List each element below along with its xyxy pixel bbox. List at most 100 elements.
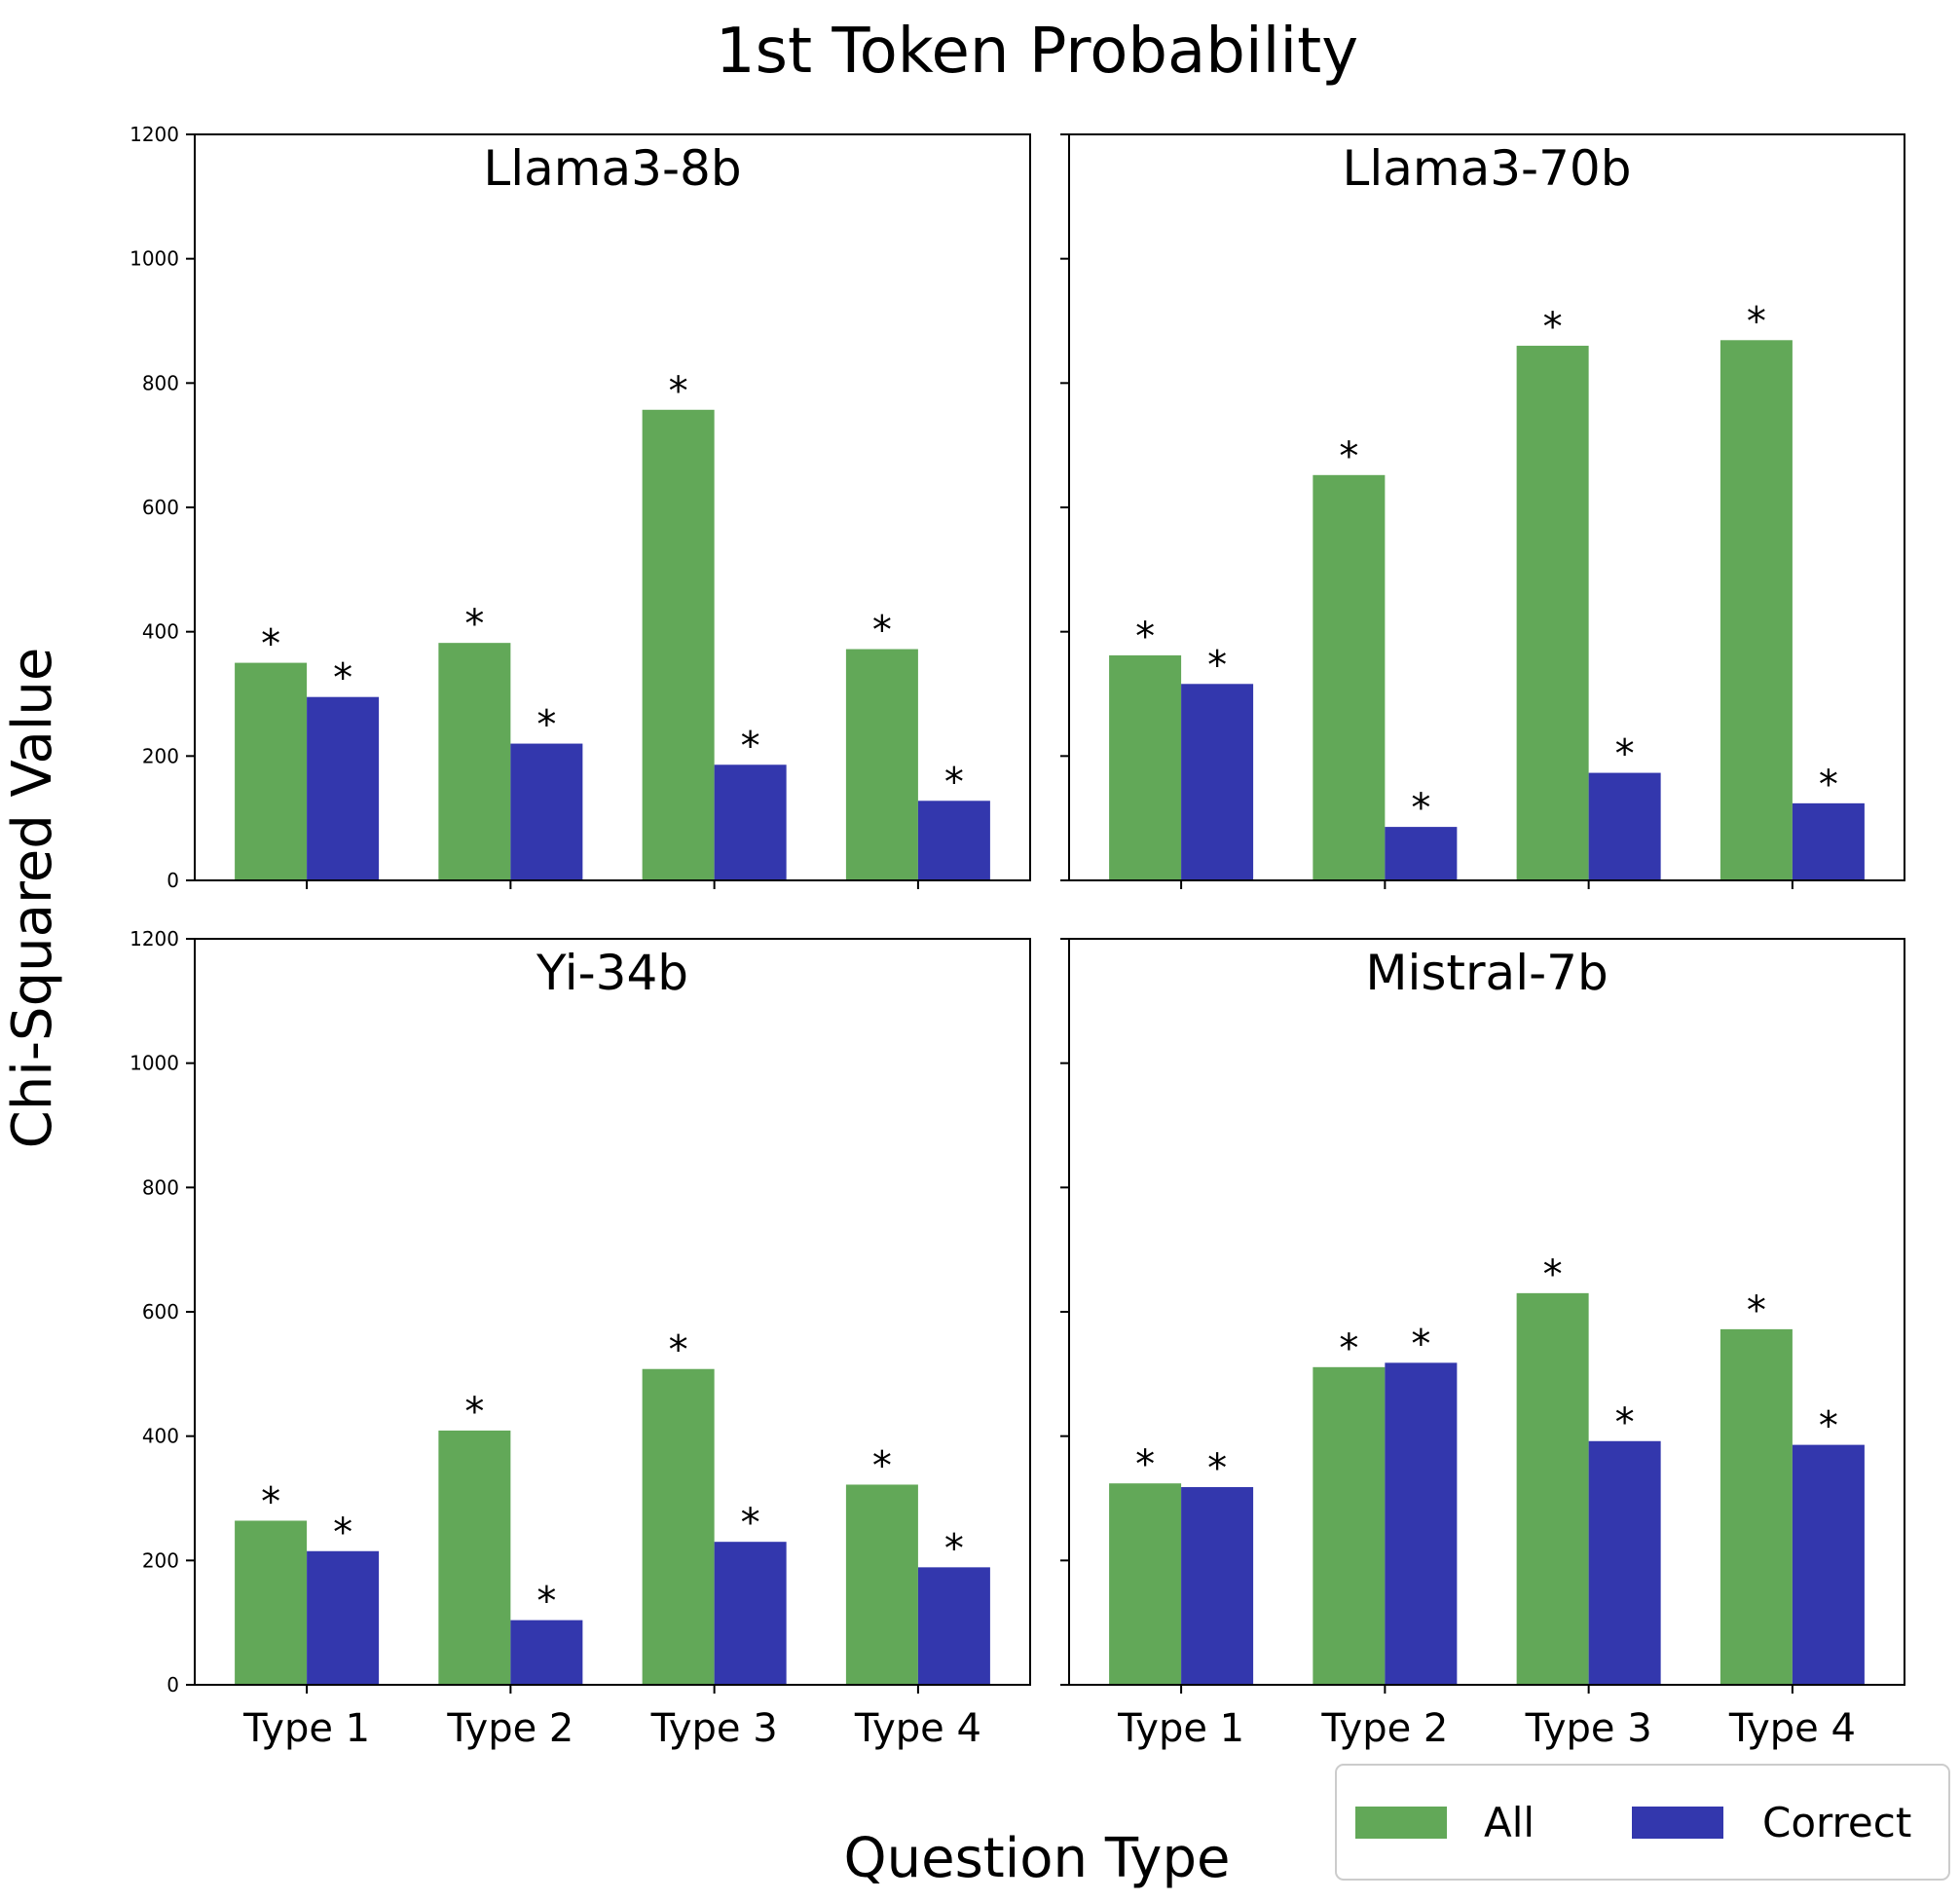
significance-marker: * (1339, 1326, 1358, 1371)
significance-marker: * (1339, 434, 1358, 479)
significance-marker: * (669, 1328, 688, 1373)
subplot-frame (1068, 938, 1905, 1686)
bar-all-type-1 (235, 662, 308, 880)
significance-marker: * (1207, 643, 1227, 688)
subplot-frame (1068, 133, 1905, 881)
bar-correct-type-4 (917, 801, 990, 880)
subplot-1: * * * * * * * * Llama3-70b (1060, 133, 1905, 889)
significance-marker: * (536, 1580, 556, 1624)
subplot-title: Llama3-8b (483, 140, 741, 197)
x-tick-label: Type 1 (242, 1706, 370, 1751)
x-tick-label: Type 1 (1117, 1706, 1244, 1751)
bar-correct-type-4 (1792, 802, 1865, 880)
x-tick-label: Type 2 (446, 1706, 573, 1751)
y-axis-title: Chi-Squared Value (1, 648, 64, 1149)
significance-marker: * (944, 760, 964, 804)
bar-correct-type-2 (510, 1620, 583, 1685)
significance-marker: * (1747, 299, 1766, 344)
significance-marker: * (1819, 763, 1838, 807)
x-tick-label: Type 2 (1320, 1706, 1448, 1751)
significance-marker: * (669, 369, 688, 414)
x-axis-title: Question Type (844, 1827, 1231, 1890)
x-tick-label: Type 4 (1728, 1706, 1856, 1751)
significance-marker: * (1135, 615, 1155, 659)
y-tick-label: 0 (166, 1673, 179, 1696)
subplot-title: Llama3-70b (1343, 140, 1632, 197)
x-tick-label: Type 3 (1525, 1706, 1652, 1751)
significance-marker: * (261, 622, 280, 667)
bar-all-type-3 (642, 409, 715, 880)
bar-all-type-4 (1720, 340, 1793, 880)
y-tick-label: 1200 (129, 927, 179, 950)
y-tick-label: 0 (166, 869, 179, 892)
significance-marker: * (741, 1501, 760, 1546)
bar-correct-type-2 (1385, 827, 1458, 880)
bar-correct-type-2 (510, 743, 583, 880)
significance-marker: * (1411, 786, 1430, 831)
significance-marker: * (1543, 305, 1563, 350)
bar-all-type-3 (1516, 346, 1589, 880)
significance-marker: * (872, 609, 892, 653)
significance-marker: * (464, 1390, 484, 1435)
y-tick-label: 1000 (129, 247, 179, 271)
bar-correct-type-3 (714, 1542, 787, 1685)
significance-marker: * (536, 703, 556, 748)
bar-all-type-2 (438, 643, 511, 880)
subplot-frame (194, 133, 1031, 881)
bar-all-type-4 (845, 1484, 918, 1685)
significance-marker: * (464, 602, 484, 647)
bar-all-type-2 (438, 1430, 511, 1685)
significance-marker: * (261, 1479, 280, 1524)
bar-correct-type-3 (714, 764, 787, 880)
legend-swatch-correct (1632, 1807, 1723, 1839)
bar-all-type-1 (235, 1520, 308, 1685)
bar-all-type-1 (1109, 654, 1182, 880)
significance-marker: * (1747, 1288, 1766, 1333)
bar-correct-type-3 (1588, 1440, 1661, 1685)
significance-marker: * (1411, 1322, 1430, 1366)
bar-correct-type-1 (1181, 684, 1254, 880)
significance-marker: * (1819, 1404, 1838, 1449)
bar-all-type-4 (1720, 1328, 1793, 1685)
significance-marker: * (1615, 732, 1635, 777)
subplot-3: * * Type 1 * * Type 2 * * Type 3 * * Type 4 Mistral-… (1060, 938, 1905, 1751)
subplot-title: Yi-34b (536, 945, 688, 1001)
significance-marker: * (741, 724, 760, 768)
bar-all-type-3 (1516, 1292, 1589, 1685)
bar-correct-type-3 (1588, 772, 1661, 880)
y-tick-label: 600 (142, 496, 179, 519)
subplot-title: Mistral-7b (1365, 945, 1608, 1001)
bar-correct-type-1 (307, 1550, 380, 1685)
bar-correct-type-2 (1385, 1362, 1458, 1685)
bar-correct-type-4 (1792, 1444, 1865, 1685)
y-tick-label: 200 (142, 1548, 179, 1572)
significance-marker: * (944, 1526, 964, 1571)
y-tick-label: 600 (142, 1300, 179, 1323)
subplot-frame (194, 938, 1031, 1686)
significance-marker: * (1543, 1252, 1563, 1297)
bar-all-type-4 (845, 649, 918, 880)
y-tick-label: 1200 (129, 123, 179, 146)
y-tick-label: 200 (142, 744, 179, 767)
significance-marker: * (1615, 1400, 1635, 1445)
bar-all-type-2 (1313, 474, 1386, 880)
legend-label-all: All (1484, 1799, 1535, 1846)
y-tick-label: 800 (142, 1175, 179, 1199)
y-tick-label: 1000 (129, 1052, 179, 1075)
significance-marker: * (333, 1510, 352, 1555)
bar-all-type-2 (1313, 1366, 1386, 1685)
bar-correct-type-1 (1181, 1487, 1254, 1685)
y-tick-label: 800 (142, 371, 179, 394)
legend: All Correct (1335, 1764, 1950, 1881)
bar-correct-type-4 (917, 1567, 990, 1685)
x-tick-label: Type 4 (854, 1706, 981, 1751)
legend-swatch-all (1355, 1807, 1447, 1839)
significance-marker: * (872, 1443, 892, 1488)
significance-marker: * (1207, 1446, 1227, 1491)
figure-title: 1st Token Probability (716, 16, 1358, 88)
significance-marker: * (333, 656, 352, 701)
subplot-0: 0 200 400 600 800 1000 1200 * * * * * * * * Llama3-8b (129, 123, 1031, 892)
x-tick-label: Type 3 (650, 1706, 778, 1751)
legend-label-correct: Correct (1762, 1799, 1911, 1846)
